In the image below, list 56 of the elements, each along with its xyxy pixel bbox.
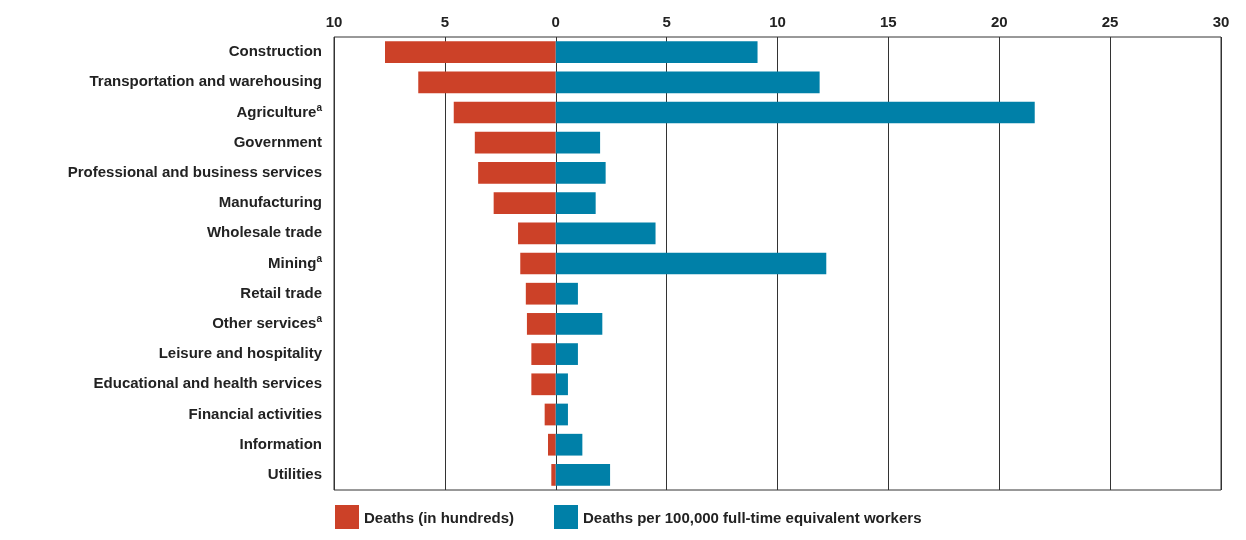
y-tick-label: Utilities bbox=[267, 464, 322, 482]
bar bbox=[555, 282, 578, 305]
bar bbox=[555, 222, 656, 245]
y-tick-label: Construction bbox=[228, 42, 322, 60]
x-tick-label: 5 bbox=[440, 13, 450, 30]
x-tick-label: 15 bbox=[880, 13, 897, 30]
y-tick-label: Leisure and hospitality bbox=[158, 344, 322, 362]
y-tick-label: Other services$^{a}$ bbox=[212, 312, 322, 331]
y-tick-label: Retail trade bbox=[240, 283, 322, 301]
bar bbox=[555, 313, 603, 335]
y-tick-label: Manufacturing bbox=[218, 193, 322, 211]
bar bbox=[555, 101, 1035, 124]
x-tick-label: 25 bbox=[1101, 13, 1119, 30]
x-tick-label: 30 bbox=[1212, 13, 1230, 30]
bar bbox=[493, 192, 556, 214]
bar bbox=[525, 282, 556, 305]
y-tick-label: Professional and business services bbox=[67, 162, 322, 180]
y-tick-label: Government bbox=[233, 132, 322, 150]
y-tick-label: Financial activities bbox=[188, 404, 322, 422]
bar bbox=[555, 403, 568, 426]
bar bbox=[418, 71, 556, 94]
bar bbox=[555, 41, 758, 63]
x-tick-label: 10 bbox=[769, 13, 786, 30]
y-tick-label: Mining$^{a}$ bbox=[268, 252, 322, 271]
bar bbox=[555, 192, 596, 214]
bar bbox=[520, 252, 556, 275]
x-tick-label: 0 bbox=[551, 13, 560, 30]
bar bbox=[555, 252, 827, 275]
bar bbox=[555, 131, 601, 154]
bar bbox=[385, 41, 556, 63]
bar bbox=[531, 343, 556, 365]
bar bbox=[555, 373, 568, 396]
bar bbox=[544, 403, 556, 426]
y-tick-label: Agriculture$^{a}$ bbox=[236, 101, 322, 120]
x-tick-label: 10 bbox=[325, 13, 343, 30]
bar bbox=[555, 71, 820, 94]
bar bbox=[555, 433, 583, 456]
bar bbox=[453, 101, 556, 124]
y-tick-label: Wholesale trade bbox=[206, 223, 322, 241]
bar bbox=[555, 464, 611, 486]
bar bbox=[531, 373, 556, 396]
bar bbox=[474, 131, 556, 154]
bar bbox=[551, 464, 556, 486]
bar bbox=[478, 162, 556, 184]
bar bbox=[518, 222, 556, 245]
bar bbox=[547, 433, 556, 456]
bar bbox=[555, 162, 606, 184]
legend-label: Deaths (in hundreds) bbox=[364, 508, 515, 526]
legend-label: Deaths per 100,000 full-time equivalent workers bbox=[583, 508, 922, 526]
x-tick-label: 20 bbox=[990, 13, 1008, 30]
bar bbox=[555, 343, 578, 365]
x-tick-label: 5 bbox=[662, 13, 671, 30]
y-tick-label: Information bbox=[239, 434, 322, 452]
bar bbox=[526, 313, 556, 335]
y-tick-label: Transportation and warehousing bbox=[89, 72, 322, 90]
y-tick-label: Educational and health services bbox=[93, 374, 322, 392]
